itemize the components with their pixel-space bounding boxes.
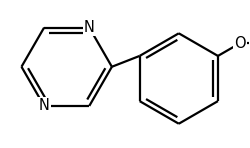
Text: N: N <box>39 98 50 113</box>
Text: O: O <box>234 36 246 51</box>
Text: N: N <box>84 20 95 35</box>
